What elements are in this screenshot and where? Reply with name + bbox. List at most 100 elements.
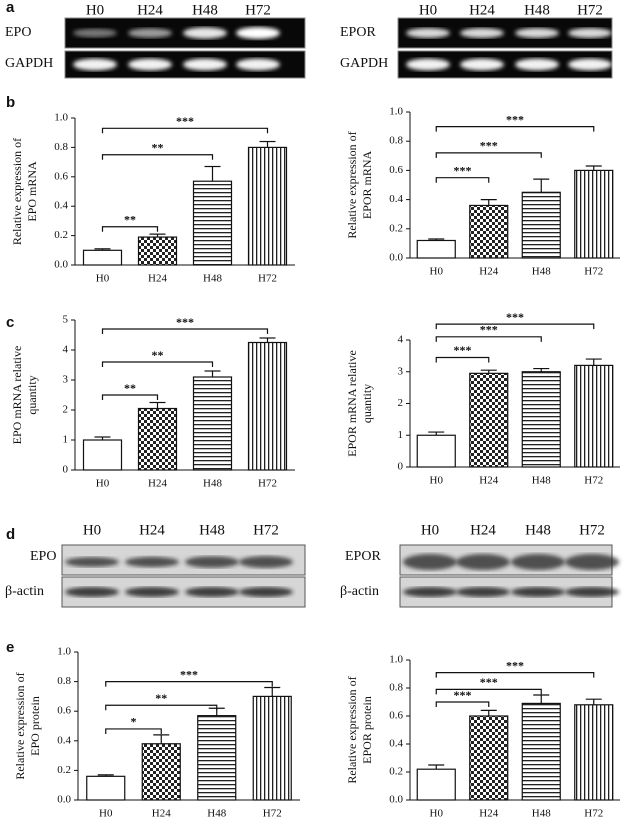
lane-label: H72 bbox=[579, 522, 605, 538]
significance-bracket bbox=[101, 154, 214, 160]
y-axis-label: EPO mRNA relative bbox=[10, 346, 24, 445]
blot-band bbox=[239, 587, 293, 597]
error-bar bbox=[264, 686, 281, 697]
x-tick-label: H0 bbox=[430, 475, 444, 487]
x-tick-label: H48 bbox=[532, 266, 551, 278]
bar bbox=[574, 704, 614, 801]
bar bbox=[416, 768, 456, 801]
x-tick-label: H48 bbox=[203, 273, 222, 285]
y-tick-label: 0.2 bbox=[57, 764, 71, 776]
blot-band bbox=[65, 587, 119, 597]
error-bar bbox=[259, 140, 276, 148]
significance-bracket bbox=[105, 704, 218, 711]
y-tick-label: 4 bbox=[398, 334, 404, 346]
bar bbox=[82, 249, 123, 266]
blot-band bbox=[456, 554, 510, 570]
lane-label: H48 bbox=[199, 522, 225, 538]
bar bbox=[247, 146, 288, 266]
bar bbox=[82, 439, 123, 471]
significance-label: *** bbox=[454, 688, 472, 702]
y-tick-label: 1 bbox=[63, 434, 69, 446]
significance-label: ** bbox=[152, 141, 164, 155]
x-tick-label: H0 bbox=[96, 478, 110, 490]
bar bbox=[521, 702, 561, 801]
x-tick-label: H48 bbox=[532, 475, 551, 487]
significance-bracket bbox=[435, 688, 542, 695]
blot-band bbox=[403, 554, 457, 570]
y-axis-label: EPO protein bbox=[28, 696, 42, 756]
bar bbox=[192, 376, 233, 471]
row-label: GAPDH bbox=[5, 56, 53, 71]
y-tick-label: 0.8 bbox=[389, 135, 403, 147]
significance-label: *** bbox=[454, 163, 472, 177]
x-tick-label: H48 bbox=[203, 478, 222, 490]
error-bar bbox=[153, 734, 170, 744]
gel-band bbox=[236, 58, 280, 71]
y-tick-label: 0.0 bbox=[389, 794, 403, 806]
error-bar bbox=[428, 431, 445, 436]
gel-band bbox=[515, 58, 559, 71]
x-tick-label: H24 bbox=[479, 475, 498, 487]
y-tick-label: 1 bbox=[398, 429, 404, 441]
y-tick-label: 0.2 bbox=[389, 766, 403, 778]
x-tick-label: H24 bbox=[148, 478, 167, 490]
panel-label: a bbox=[6, 0, 15, 16]
y-tick-label: 0.0 bbox=[57, 794, 71, 806]
x-tick-label: H72 bbox=[263, 808, 282, 820]
blot-band bbox=[239, 556, 293, 568]
y-tick-label: 0.2 bbox=[54, 229, 68, 241]
y-axis-label: Relative expression of bbox=[345, 131, 359, 238]
significance-bracket bbox=[105, 728, 162, 734]
significance-bracket bbox=[101, 394, 159, 400]
significance-label: * bbox=[131, 715, 137, 729]
significance-label: ** bbox=[152, 348, 164, 362]
bar bbox=[521, 191, 561, 259]
y-tick-label: 0 bbox=[63, 464, 69, 476]
error-bar bbox=[149, 401, 166, 409]
lane-label: H24 bbox=[469, 2, 495, 18]
y-axis-label: Relative expression of bbox=[345, 676, 359, 783]
blot-band bbox=[456, 587, 510, 597]
lane-label: H72 bbox=[245, 2, 271, 18]
y-tick-label: 1.0 bbox=[389, 106, 403, 118]
lane-label: H0 bbox=[83, 522, 101, 538]
x-tick-label: H72 bbox=[584, 266, 603, 278]
gel-band bbox=[73, 58, 117, 71]
y-axis-label: Relative expression of bbox=[13, 672, 27, 779]
y-tick-label: 2 bbox=[63, 404, 69, 416]
error-bar bbox=[94, 248, 111, 251]
blot-band bbox=[125, 587, 179, 597]
y-axis-label: quantity bbox=[25, 375, 39, 414]
row-label: EPOR bbox=[345, 549, 381, 564]
gel-band bbox=[183, 27, 227, 39]
error-bar bbox=[533, 367, 550, 372]
blot-band bbox=[511, 587, 565, 597]
panel-label: e bbox=[6, 639, 14, 656]
gel-band bbox=[460, 58, 504, 71]
row-label: EPO bbox=[30, 549, 56, 564]
gel-band bbox=[568, 28, 612, 38]
significance-label: ** bbox=[155, 691, 167, 705]
gel-band bbox=[236, 27, 280, 39]
x-tick-label: H72 bbox=[258, 273, 277, 285]
y-axis-label: EPOR mRNA relative bbox=[345, 350, 359, 457]
bar bbox=[197, 715, 237, 801]
significance-bracket bbox=[435, 126, 595, 132]
error-bar bbox=[585, 358, 602, 366]
y-tick-label: 0.8 bbox=[57, 675, 71, 687]
error-bar bbox=[585, 698, 602, 705]
significance-bracket bbox=[101, 328, 269, 334]
lane-label: H48 bbox=[524, 2, 550, 18]
x-tick-label: H72 bbox=[584, 808, 603, 820]
y-axis-label: quantity bbox=[360, 384, 374, 423]
blot-band bbox=[185, 587, 239, 597]
x-tick-label: H0 bbox=[99, 808, 113, 820]
y-tick-label: 5 bbox=[63, 314, 69, 326]
significance-label: *** bbox=[454, 343, 472, 357]
bar bbox=[469, 715, 509, 801]
x-tick-label: H48 bbox=[207, 808, 226, 820]
significance-label: *** bbox=[480, 323, 498, 337]
y-tick-label: 0.6 bbox=[54, 170, 68, 182]
y-tick-label: 0.4 bbox=[389, 193, 403, 205]
